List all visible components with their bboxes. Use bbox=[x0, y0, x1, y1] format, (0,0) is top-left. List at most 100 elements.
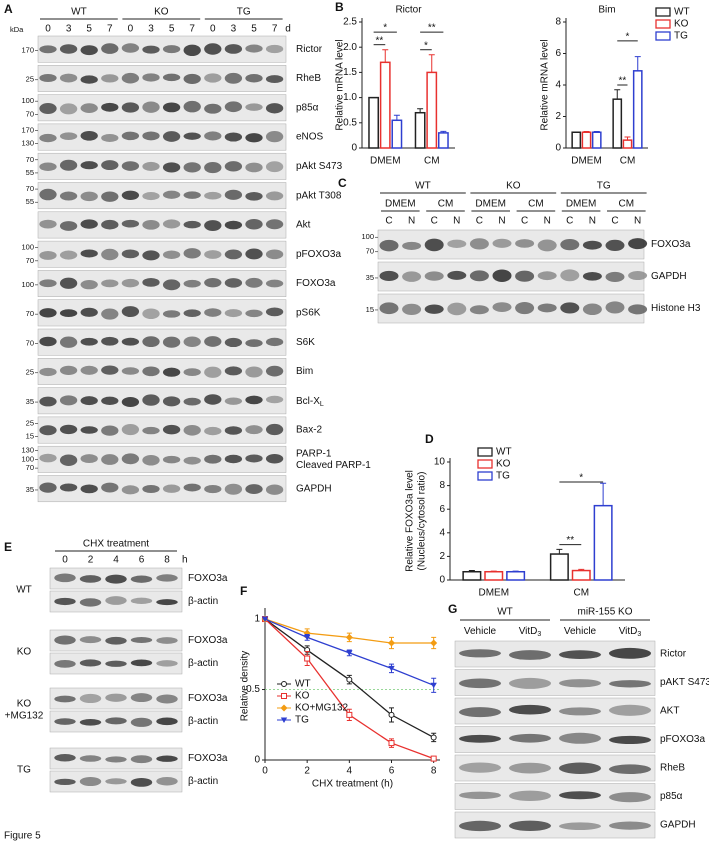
band bbox=[105, 574, 127, 584]
y-tick-label: 2.0 bbox=[343, 42, 357, 53]
band bbox=[101, 43, 119, 54]
band bbox=[79, 755, 102, 762]
band bbox=[54, 778, 76, 786]
band bbox=[582, 303, 602, 316]
band bbox=[537, 303, 557, 313]
band bbox=[39, 133, 57, 143]
error-bar bbox=[468, 570, 475, 572]
band bbox=[265, 365, 284, 377]
band bbox=[459, 820, 501, 832]
band bbox=[54, 695, 76, 703]
band bbox=[245, 133, 263, 143]
band bbox=[245, 309, 263, 318]
row-label: Bax-2 bbox=[296, 425, 323, 436]
band bbox=[609, 792, 651, 803]
point bbox=[346, 711, 353, 718]
band bbox=[121, 131, 140, 141]
row-label: pAkt T308 bbox=[296, 190, 342, 201]
band bbox=[80, 454, 98, 463]
legend-label: TG bbox=[496, 471, 510, 482]
band bbox=[609, 704, 651, 716]
band bbox=[224, 309, 243, 318]
blot-background bbox=[37, 211, 287, 239]
band bbox=[609, 680, 651, 688]
band bbox=[156, 574, 178, 582]
band bbox=[379, 270, 399, 282]
band bbox=[121, 367, 140, 375]
band bbox=[39, 250, 57, 260]
band bbox=[101, 308, 119, 320]
band bbox=[509, 704, 551, 715]
legend-label: KO bbox=[496, 459, 511, 470]
row-label: FOXO3a bbox=[188, 753, 228, 764]
y-tick-label: 0 bbox=[555, 143, 561, 154]
label-text: VitD bbox=[519, 626, 538, 637]
y-tick-label: 0.5 bbox=[343, 117, 357, 128]
media-label: CM bbox=[438, 199, 454, 210]
band bbox=[79, 598, 102, 607]
band bbox=[582, 240, 602, 250]
bar bbox=[571, 131, 582, 149]
legend-label: WT bbox=[496, 447, 512, 458]
band bbox=[204, 191, 222, 200]
group-label: TG bbox=[597, 181, 611, 192]
band bbox=[204, 308, 222, 317]
band bbox=[142, 161, 160, 171]
legend-label: WT bbox=[674, 7, 690, 18]
band bbox=[609, 647, 651, 659]
band bbox=[224, 366, 243, 376]
point bbox=[430, 755, 437, 762]
band bbox=[59, 365, 78, 376]
band bbox=[265, 130, 284, 143]
row-label: GAPDH bbox=[651, 271, 687, 282]
group-label: TG bbox=[237, 7, 251, 18]
band bbox=[183, 248, 201, 259]
lane-label: 7 bbox=[189, 24, 195, 35]
row-label: Histone H3 bbox=[651, 303, 701, 314]
band bbox=[105, 660, 127, 667]
band bbox=[39, 73, 57, 83]
band bbox=[628, 238, 648, 250]
band bbox=[101, 74, 119, 83]
band bbox=[162, 45, 181, 54]
band bbox=[80, 337, 98, 346]
lane-label: 3 bbox=[66, 24, 72, 35]
unit-label: kDa bbox=[10, 25, 24, 34]
point bbox=[346, 676, 353, 683]
unit-label: d bbox=[285, 24, 291, 35]
lane-label: 0 bbox=[128, 24, 134, 35]
band bbox=[79, 659, 102, 667]
row-label: pAkt S473 bbox=[296, 161, 343, 172]
band bbox=[609, 764, 651, 775]
row-label: Cleaved PARP-1 bbox=[296, 460, 371, 471]
marker-label: 70 bbox=[26, 309, 34, 318]
band bbox=[142, 192, 160, 201]
band bbox=[80, 426, 98, 434]
band bbox=[183, 162, 201, 173]
error-bar bbox=[578, 568, 585, 571]
band bbox=[509, 790, 551, 802]
band bbox=[509, 733, 551, 743]
band bbox=[39, 336, 57, 347]
band bbox=[628, 304, 648, 315]
point bbox=[281, 693, 287, 699]
x-axis-label: CHX treatment (h) bbox=[312, 779, 393, 790]
band bbox=[560, 302, 580, 314]
fraction-label: N bbox=[408, 216, 415, 227]
group-label: WT bbox=[497, 607, 513, 618]
point bbox=[388, 639, 396, 647]
band bbox=[162, 190, 181, 199]
chart-title: Bim bbox=[598, 5, 615, 16]
band bbox=[156, 599, 178, 606]
band bbox=[162, 455, 181, 464]
band bbox=[515, 301, 535, 315]
band bbox=[605, 301, 625, 314]
band bbox=[245, 277, 263, 288]
lane-label: 5 bbox=[86, 24, 92, 35]
band bbox=[130, 575, 153, 583]
label-text: Bcl-X bbox=[296, 395, 320, 406]
band bbox=[224, 397, 243, 405]
band bbox=[245, 339, 263, 348]
band bbox=[245, 248, 263, 260]
legend-label: TG bbox=[674, 31, 688, 42]
